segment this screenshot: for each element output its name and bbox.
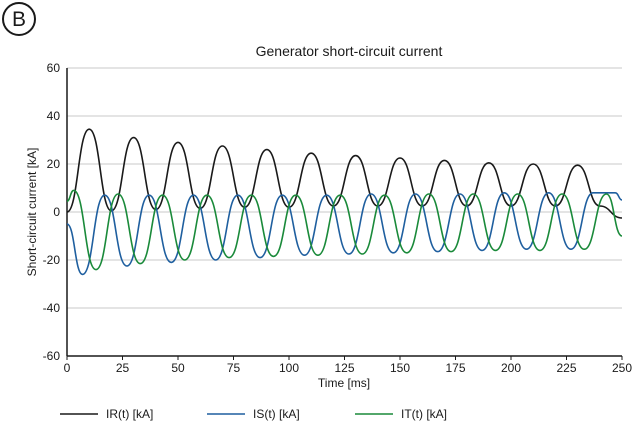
x-tick-label: 175 [445,361,465,375]
y-tick-label: 40 [47,109,61,123]
y-tick-label: 60 [47,61,61,75]
x-tick-label: 125 [334,361,354,375]
x-axis-title: Time [ms] [318,376,370,390]
legend-label: IS(t) [kA] [253,407,300,421]
legend: IR(t) [kA] IS(t) [kA] IT(t) [kA] [60,407,447,421]
panel-label-badge: B [2,2,36,36]
x-tick-label: 0 [64,361,71,375]
x-tick-label: 200 [501,361,521,375]
series-line-3 [66,189,623,271]
legend-label: IT(t) [kA] [401,407,447,421]
series-line-2 [66,191,623,276]
x-tick-label: 100 [279,361,299,375]
legend-label: IR(t) [kA] [106,407,153,421]
x-tick-label: 75 [227,361,241,375]
series-line-1 [66,128,623,219]
y-tick-label: 20 [47,157,61,171]
x-tick-label: 25 [116,361,130,375]
series-layer [66,128,623,276]
chart-title: Generator short-circuit current [256,43,443,59]
x-tick-label: 150 [390,361,410,375]
x-tick-label: 50 [171,361,185,375]
x-tick-label: 225 [556,361,576,375]
y-tick-label: -40 [43,301,61,315]
ticks-layer: -60 -40 -20 0 20 40 60 0 25 50 75 100 125 150 175 200 22… [43,61,633,375]
x-tick-label: 250 [612,361,632,375]
y-tick-label: 0 [53,205,60,219]
y-tick-label: -60 [43,349,61,363]
y-tick-label: -20 [43,253,61,267]
panel-label-text: B [11,7,26,31]
y-axis-title: Short-circuit current [kA] [25,148,39,277]
